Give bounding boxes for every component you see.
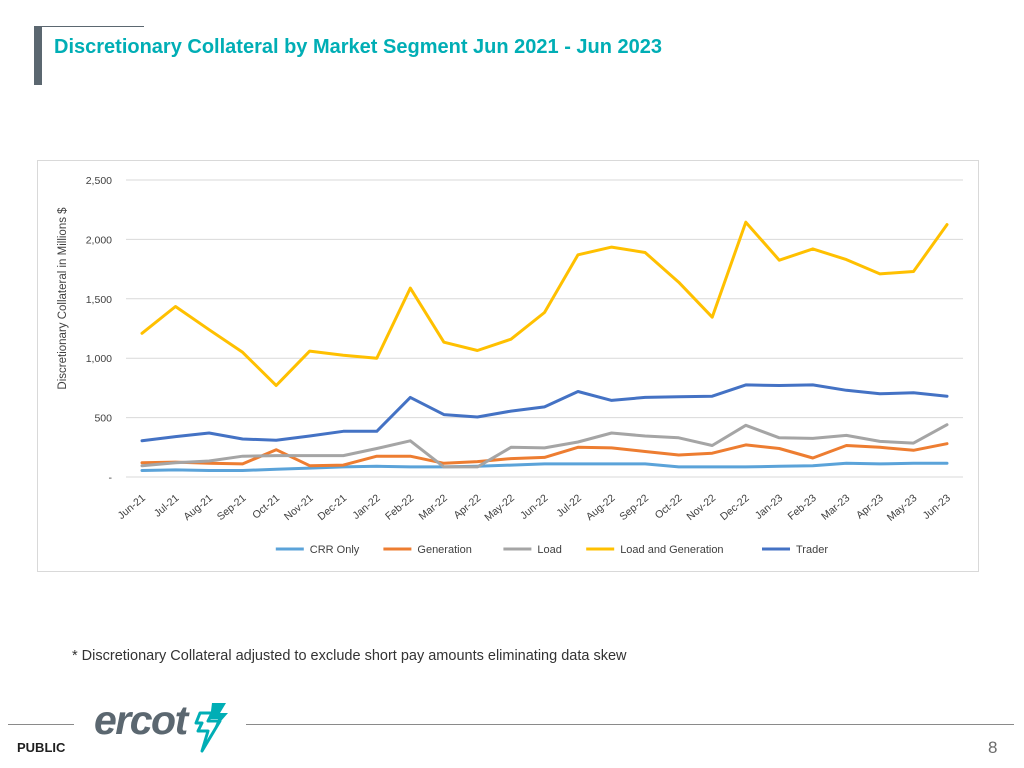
series-line-crr-only bbox=[140, 461, 949, 472]
classification-label: PUBLIC bbox=[17, 740, 66, 755]
texas-bolt-icon bbox=[194, 703, 228, 753]
x-tick-label: Feb-22 bbox=[383, 492, 416, 523]
x-tick-label: Dec-21 bbox=[316, 492, 350, 523]
footnote: * Discretionary Collateral adjusted to e… bbox=[72, 648, 627, 664]
x-tick-label: Jul-22 bbox=[554, 492, 584, 520]
legend-label-generation: Generation bbox=[417, 544, 471, 556]
x-tick-label: May-23 bbox=[885, 492, 920, 524]
x-tick-label: Jun-22 bbox=[518, 492, 550, 522]
ercot-logo: ercot bbox=[92, 697, 242, 757]
x-tick-label: Nov-21 bbox=[282, 492, 316, 523]
series-line-trader bbox=[140, 383, 949, 443]
x-tick-label: Oct-22 bbox=[653, 492, 685, 522]
page-number: 8 bbox=[988, 738, 998, 757]
y-tick-label: 500 bbox=[94, 413, 112, 425]
x-axis-ticks: Jun-21 Jul-21 Aug-21 Sep-21 Oct-21 Nov-21 Dec-… bbox=[116, 492, 953, 524]
series-line-generation bbox=[140, 442, 949, 468]
x-tick-label: Mar-23 bbox=[819, 492, 852, 523]
chart-legend: CRR Only Generation Load Load and Generatio… bbox=[275, 544, 828, 556]
x-tick-label: Jun-21 bbox=[116, 492, 148, 522]
legend-label-load: Load bbox=[537, 544, 561, 556]
page-title: Discretionary Collateral by Market Segme… bbox=[54, 36, 663, 58]
y-axis-label: Discretionary Collateral in Millions $ bbox=[57, 207, 69, 390]
x-tick-label: Jan-23 bbox=[753, 492, 785, 522]
x-tick-label: Sep-22 bbox=[617, 492, 651, 523]
x-tick-label: Mar-22 bbox=[417, 492, 450, 523]
legend-label-trader: Trader bbox=[796, 544, 828, 556]
y-tick-label: - bbox=[109, 472, 113, 484]
x-tick-label: Oct-21 bbox=[250, 492, 282, 522]
series-line-load-and-generation bbox=[140, 220, 949, 387]
y-tick-label: 1,500 bbox=[86, 294, 112, 306]
x-tick-label: Apr-22 bbox=[451, 492, 483, 522]
line-chart: - 500 1,000 1,500 2,000 2,500 Discretionary C… bbox=[57, 175, 963, 556]
y-axis-ticks: - 500 1,000 1,500 2,000 2,500 bbox=[86, 175, 113, 484]
y-tick-label: 2,000 bbox=[86, 234, 112, 246]
x-tick-label: Jul-21 bbox=[152, 492, 182, 520]
x-tick-label: May-22 bbox=[482, 492, 517, 524]
x-tick-label: Nov-22 bbox=[684, 492, 718, 523]
title-accent-rule bbox=[42, 26, 144, 27]
x-tick-label: Dec-22 bbox=[718, 492, 752, 523]
title-accent-bar bbox=[34, 26, 42, 85]
legend-label-crr-only: CRR Only bbox=[310, 544, 360, 556]
chart-gridlines bbox=[126, 179, 963, 478]
x-tick-label: Aug-22 bbox=[584, 492, 618, 523]
footer-rule-left bbox=[8, 724, 74, 725]
x-tick-label: Sep-21 bbox=[215, 492, 249, 523]
x-tick-label: Feb-23 bbox=[786, 492, 819, 523]
x-tick-label: Apr-23 bbox=[854, 492, 886, 522]
y-tick-label: 2,500 bbox=[86, 175, 112, 187]
logo-wordmark: ercot bbox=[94, 697, 188, 743]
legend-label-load-and-generation: Load and Generation bbox=[620, 544, 723, 556]
x-tick-label: Aug-21 bbox=[181, 492, 215, 523]
chart-container: - 500 1,000 1,500 2,000 2,500 Discretionary C… bbox=[37, 160, 979, 572]
x-tick-label: Jun-23 bbox=[921, 492, 953, 522]
x-tick-label: Jan-22 bbox=[350, 492, 382, 522]
y-tick-label: 1,000 bbox=[86, 353, 112, 365]
chart-series bbox=[140, 220, 949, 472]
series-line-load bbox=[140, 423, 949, 469]
footer-rule-right bbox=[246, 724, 1014, 725]
